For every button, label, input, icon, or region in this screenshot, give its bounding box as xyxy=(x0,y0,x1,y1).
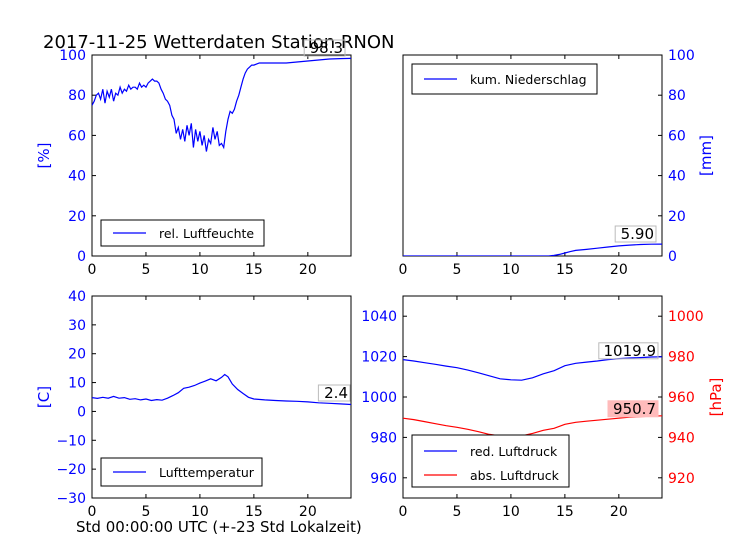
legend-label: red. Luftdruck xyxy=(470,444,558,459)
y-tick-label-right: 1000 xyxy=(668,309,704,325)
y-tick-label: 0 xyxy=(77,404,86,420)
y-tick-label: 20 xyxy=(68,347,86,363)
y-axis-label: [hPa] xyxy=(707,378,725,417)
legend-label: Lufttemperatur xyxy=(159,465,255,480)
y-tick-label: 60 xyxy=(68,128,86,144)
x-tick-label: 20 xyxy=(299,504,317,520)
x-tick-label: 15 xyxy=(245,504,263,520)
y-tick-label: 1000 xyxy=(361,390,397,406)
y-tick-label-right: 940 xyxy=(668,430,695,446)
x-tick-label: 10 xyxy=(191,262,209,278)
y-tick-label: 960 xyxy=(370,471,397,487)
x-tick-label: 5 xyxy=(452,504,461,520)
y-tick-label: −10 xyxy=(56,433,86,449)
last-value-label: 98.3 xyxy=(310,39,343,57)
x-tick-label: 0 xyxy=(88,262,97,278)
y-tick-label-right: 20 xyxy=(668,209,686,225)
x-tick-label: 5 xyxy=(452,262,461,278)
last-value-box xyxy=(614,225,657,243)
x-tick-label: 20 xyxy=(610,504,628,520)
chart-humidity: 0 5 10 15 20 0 20 40 60 80 100 [%] 98.3 rel. Luftfeuc… xyxy=(35,39,352,278)
y-tick-label: 100 xyxy=(59,48,86,64)
plot-frame xyxy=(91,295,352,499)
chart-pressure: 0 5 10 15 20 960 980 1000 1020 1040 920 940 960 980 10… xyxy=(361,295,725,520)
legend-label: abs. Luftdruck xyxy=(470,468,560,483)
last-value-label: 5.90 xyxy=(621,225,654,243)
y-axis-label: [mm] xyxy=(697,135,715,176)
last-value-label: 2.4 xyxy=(324,384,348,402)
y-tick-label: −20 xyxy=(56,462,86,478)
legend-label: rel. Luftfeuchte xyxy=(159,226,254,241)
figure-title: 2017-11-25 Wetterdaten Station RNON xyxy=(43,32,394,53)
y-tick-label: 980 xyxy=(370,430,397,446)
y-tick-label-right: 960 xyxy=(668,390,695,406)
x-tick-label: 0 xyxy=(399,262,408,278)
series-line-pressure-1 xyxy=(403,415,662,437)
chart-precipitation: 0 5 10 15 20 0 20 40 60 80 100 [mm] 5.90 kum. Nieders… xyxy=(399,48,715,278)
plot-frame xyxy=(91,54,352,257)
legend-label: kum. Niederschlag xyxy=(470,72,587,87)
x-tick-label: 15 xyxy=(245,262,263,278)
x-tick-label: 20 xyxy=(299,262,317,278)
x-tick-label: 20 xyxy=(610,262,628,278)
y-tick-label-right: 100 xyxy=(668,48,695,64)
x-tick-label: 10 xyxy=(191,504,209,520)
y-tick-label-right: 80 xyxy=(668,88,686,104)
chart-temperature: 0 5 10 15 20 −30 −20 −10 0 10 20 30 40 [C] 2.4 Lufttemp… xyxy=(35,289,352,520)
x-tick-label: 10 xyxy=(502,262,520,278)
legend-box xyxy=(100,219,265,247)
y-tick-label: −30 xyxy=(56,491,86,507)
y-axis-label: [C] xyxy=(35,386,53,408)
x-tick-label: 5 xyxy=(141,262,150,278)
figure-xlabel: Std 00:00:00 UTC (+-23 Std Lokalzeit) xyxy=(76,518,362,536)
legend-box xyxy=(411,434,570,488)
y-tick-label-right: 920 xyxy=(668,471,695,487)
x-tick-label: 15 xyxy=(556,504,574,520)
last-value-box xyxy=(598,342,659,360)
y-tick-label: 80 xyxy=(68,88,86,104)
y-tick-label: 1040 xyxy=(361,309,397,325)
last-value-label: 1019.9 xyxy=(604,342,657,360)
y-tick-label-right: 60 xyxy=(668,128,686,144)
y-tick-label: 0 xyxy=(77,249,86,265)
y-tick-label: 30 xyxy=(68,318,86,334)
x-tick-label: 10 xyxy=(502,504,520,520)
series-line-temperature-0 xyxy=(92,373,351,406)
last-value-label: 950.7 xyxy=(613,400,656,418)
y-tick-label-right: 980 xyxy=(668,350,695,366)
y-tick-label-right: 40 xyxy=(668,169,686,185)
series-line-humidity-0 xyxy=(92,57,351,152)
last-value-box xyxy=(317,384,351,402)
y-tick-label: 10 xyxy=(68,376,86,392)
y-tick-label: 40 xyxy=(68,169,86,185)
last-value-box xyxy=(607,400,659,418)
series-line-precipitation-0 xyxy=(403,243,662,256)
y-tick-label: 40 xyxy=(68,289,86,305)
x-tick-label: 0 xyxy=(88,504,97,520)
x-tick-label: 15 xyxy=(556,262,574,278)
y-tick-label: 20 xyxy=(68,209,86,225)
y-tick-label: 1020 xyxy=(361,350,397,366)
last-value-box xyxy=(303,39,346,57)
y-axis-label: [%] xyxy=(35,143,53,169)
x-tick-label: 5 xyxy=(141,504,150,520)
y-tick-label-right: 0 xyxy=(668,249,677,265)
x-tick-label: 0 xyxy=(399,504,408,520)
